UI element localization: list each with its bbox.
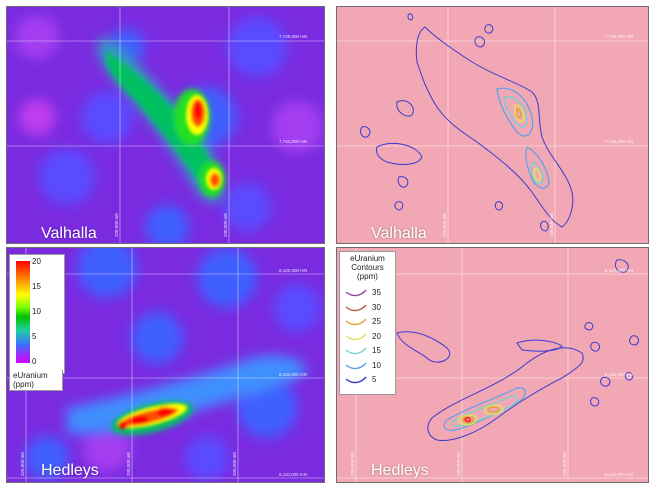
contour-legend-title-line2: Contours xyxy=(351,263,384,272)
site-label-valhalla: Valhalla xyxy=(41,225,97,242)
contour-lines xyxy=(360,13,574,232)
contour-legend-entry-20: 20 xyxy=(344,332,394,343)
northing-label: 7,746,000 mN xyxy=(605,34,634,39)
ramp-tick: 0 xyxy=(32,357,37,366)
hedleys-contour-panel: 8,120,000 mN 8,115,000 mN 8,110,000 mN 3… xyxy=(336,247,649,483)
contour-swatch xyxy=(345,362,367,369)
contour-level-label: 20 xyxy=(372,331,381,341)
contour-level-label: 25 xyxy=(372,317,381,326)
contour-swatch xyxy=(345,318,367,326)
northing-label: 8,110,000 mN xyxy=(279,472,307,477)
heat-legend-title: eUranium (ppm) xyxy=(9,370,63,391)
ramp-tick: 10 xyxy=(32,307,41,316)
coordinate-grid xyxy=(7,7,324,243)
contour-legend-entry-15: 15 xyxy=(344,346,394,357)
color-ramp xyxy=(16,261,30,363)
contour-swatch xyxy=(345,347,367,355)
easting-label: 335,000 mE xyxy=(232,451,237,476)
easting-label: 328,000 mE xyxy=(114,212,119,237)
contour-legend-entry-30: 30 xyxy=(344,303,394,314)
heat-legend: 20 15 10 5 0 xyxy=(9,254,65,374)
contour-level-label: 15 xyxy=(372,346,381,355)
easting-label: 330,000 mE xyxy=(549,212,554,237)
easting-label: 335,000 mE xyxy=(562,451,567,476)
heat-legend-title-line2: (ppm) xyxy=(13,380,34,389)
contour-swatch xyxy=(345,289,367,297)
contour-legend-title-line1: eUranium xyxy=(350,254,385,263)
northing-label: 8,115,000 mN xyxy=(279,372,307,377)
contour-legend-entry-5: 5 xyxy=(344,375,394,386)
easting-label: 325,000 mE xyxy=(20,451,25,476)
contour-background xyxy=(337,7,648,243)
easting-label: 330,000 mE xyxy=(456,451,461,476)
contour-legend-title-line3: (ppm) xyxy=(357,272,378,281)
ramp-tick: 5 xyxy=(32,332,37,341)
valhalla-contour-panel: 7,746,000 mN 7,744,000 mN 328,000 mE 330… xyxy=(336,6,649,244)
ramp-tick: 15 xyxy=(32,282,41,291)
site-label-hedleys: Hedleys xyxy=(371,462,429,479)
valhalla-heatmap xyxy=(7,7,324,243)
site-label-valhalla: Valhalla xyxy=(371,225,427,242)
easting-label: 328,000 mE xyxy=(442,212,447,237)
anomaly-core xyxy=(117,403,187,429)
contour-lines xyxy=(396,259,640,442)
contour-legend-entry-35: 35 xyxy=(344,288,394,299)
contour-legend-entry-10: 10 xyxy=(344,361,394,372)
valhalla-contour-map xyxy=(337,7,648,243)
coordinate-grid xyxy=(337,7,648,243)
easting-label: 325,000 mE xyxy=(350,451,355,476)
contour-swatch xyxy=(345,304,367,311)
ramp-tick: 20 xyxy=(32,257,41,266)
northing-label: 7,744,000 mN xyxy=(605,139,634,144)
northing-label: 8,115,000 mN xyxy=(605,372,633,377)
contour-level-label: 5 xyxy=(372,375,377,384)
northing-label: 7,744,000 mN xyxy=(279,139,308,144)
northing-label: 8,120,000 mN xyxy=(279,268,308,273)
northing-label: 8,120,000 mN xyxy=(605,268,634,273)
contour-legend: eUranium Contours (ppm) 35 30 25 20 15 10 5 xyxy=(339,251,396,395)
contour-swatch xyxy=(345,333,367,340)
anomaly-core xyxy=(186,95,222,190)
contour-legend-entry-25: 25 xyxy=(344,317,394,328)
hedleys-heatmap-panel: 8,120,000 mN 8,115,000 mN 8,110,000 mN 3… xyxy=(6,247,325,483)
easting-label: 330,000 mE xyxy=(126,451,131,476)
easting-label: 330,000 mE xyxy=(223,212,228,237)
site-label-hedleys: Hedleys xyxy=(41,462,99,479)
heat-legend-title-line1: eUranium xyxy=(13,371,48,380)
contour-level-label: 30 xyxy=(372,302,381,312)
contour-level-label: 35 xyxy=(372,288,381,297)
contour-swatch xyxy=(345,376,367,384)
contour-legend-title: eUranium Contours (ppm) xyxy=(340,254,395,281)
northing-label: 8,110,000 mN xyxy=(605,472,633,477)
contour-level-label: 10 xyxy=(372,360,381,370)
northing-label: 7,746,000 mN xyxy=(279,34,308,39)
valhalla-heatmap-panel: 7,746,000 mN 7,744,000 mN 328,000 mE 330… xyxy=(6,6,325,244)
